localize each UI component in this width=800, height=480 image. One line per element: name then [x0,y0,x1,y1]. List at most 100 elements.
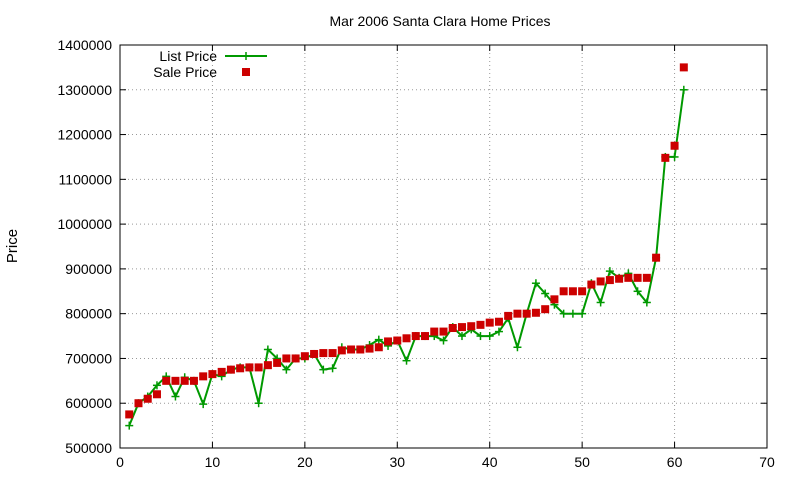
sale-price-point [152,390,161,399]
sale-price-point [476,320,485,329]
sale-price-point [578,287,587,296]
sale-price-point [226,365,235,374]
list-price-point [199,400,208,409]
list-price-point [254,399,263,408]
sale-price-point [236,364,245,373]
sale-price-point [162,376,171,385]
grid [120,45,767,448]
sale-price-point [494,317,503,326]
list-price-point [559,309,568,318]
sale-price-point [199,372,208,381]
list-price-point [457,332,466,341]
sale-price-point [550,295,559,304]
list-price-point [152,381,161,390]
list-price-point [568,309,577,318]
x-tick-label: 60 [667,454,683,470]
legend-label-0: List Price [159,48,217,64]
sale-price-point [254,363,263,372]
chart-title: Mar 2006 Santa Clara Home Prices [330,13,551,29]
x-tick-label: 10 [205,454,221,470]
y-tick-label: 1200000 [57,127,112,143]
list-price-point [263,345,272,354]
sale-price-point [421,332,430,341]
list-price-point [328,364,337,373]
sale-price-point [642,273,651,282]
sale-price-point [347,345,356,354]
sale-price-point [374,343,383,352]
sale-price-point [615,274,624,283]
sale-price-point [504,311,513,320]
sale-price-point [448,323,457,332]
sale-price-point [605,276,614,285]
y-tick-label: 600000 [65,395,112,411]
y-axis-label: Price [4,229,21,263]
x-tick-label: 70 [759,454,775,470]
list-price-point [541,289,550,298]
list-price-point [282,365,291,374]
sale-price-point [365,344,374,353]
sale-price-point [457,323,466,332]
sale-price-point [263,361,272,370]
y-tick-label: 800000 [65,306,112,322]
series-1 [125,63,688,419]
sale-price-point [356,345,365,354]
sale-price-point [208,370,217,379]
sale-price-point [513,309,522,318]
list-price-point [485,332,494,341]
list-price-point [171,392,180,401]
list-price-point [476,332,485,341]
list-price-point [439,336,448,345]
y-tick-label: 500000 [65,440,112,456]
sale-price-point [180,376,189,385]
sale-price-point [189,376,198,385]
y-tick-label: 1300000 [57,82,112,98]
sale-price-point [661,153,670,162]
x-tick-label: 40 [482,454,498,470]
sale-price-point [328,349,337,358]
sale-price-point [125,410,134,419]
sale-price-point [522,309,531,318]
sale-price-point [596,277,605,286]
sale-price-point [217,367,226,376]
sale-price-point [670,141,679,150]
sale-price-point [439,327,448,336]
y-tick-label: 700000 [65,350,112,366]
plot-area [125,63,688,430]
legend-plus-swatch [242,52,250,60]
list-price-point [531,279,540,288]
sale-price-point [310,349,319,358]
list-price-point [513,343,522,352]
sale-price-point [652,253,661,262]
sale-price-point [485,318,494,327]
sale-price-point [300,352,309,361]
x-tick-label: 50 [574,454,590,470]
sale-price-point [541,305,550,314]
y-tick-label: 900000 [65,261,112,277]
x-tick-label: 0 [116,454,124,470]
sale-price-point [430,327,439,336]
legend-square-swatch [242,68,250,76]
list-price-point [642,298,651,307]
list-price-point [670,152,679,161]
sale-price-point [633,273,642,282]
list-price-point [494,327,503,336]
sale-price-point [559,287,568,296]
list-price-point [319,365,328,374]
list-price-point [633,287,642,296]
sale-price-point [679,63,688,72]
y-tick-label: 1000000 [57,216,112,232]
sale-price-point [134,399,143,408]
list-price-point [578,309,587,318]
sale-price-point [624,273,633,282]
list-price-point [125,421,134,430]
list-price-point [679,85,688,94]
sale-price-point [467,322,476,331]
plot-frame [119,44,768,449]
y-tick-label: 1100000 [59,171,113,187]
list-price-point [374,335,383,344]
sale-price-point [411,332,420,341]
sale-price-point [568,287,577,296]
legend-label-1: Sale Price [153,64,217,80]
sale-price-point [531,308,540,317]
